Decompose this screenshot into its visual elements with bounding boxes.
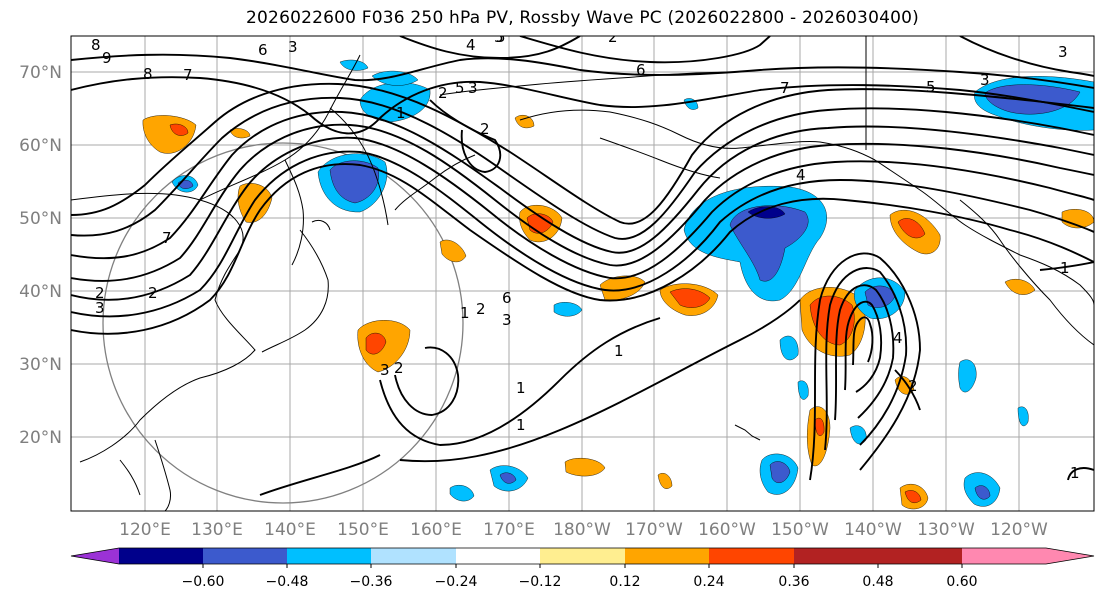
contour-label: 5 (494, 28, 504, 46)
contour-label: 3 (980, 71, 990, 89)
contour-label: 4 (893, 329, 903, 347)
contour-label: 1 (516, 379, 526, 397)
contour-label: 1 (460, 304, 470, 322)
pv-anomaly-shading (142, 59, 1094, 510)
contour-label: 1 (614, 342, 624, 360)
contour-label: 2 (480, 120, 490, 138)
colorbar-tick-label: 0.24 (693, 574, 724, 590)
contour-label: 2 (148, 284, 158, 302)
colorbar-extend-high (962, 548, 1094, 564)
lon-label: 160°W (698, 520, 756, 540)
contour-label: 2 (95, 284, 105, 302)
contour-label: 7 (162, 229, 172, 247)
colorbar-tick-label: −0.12 (519, 574, 562, 590)
contour-label: 2 (476, 300, 486, 318)
contour-label: 3 (1058, 43, 1068, 61)
latitude-labels: 70°N 60°N 50°N 40°N 30°N 20°N (19, 63, 62, 448)
lon-label: 180°W (553, 520, 611, 540)
lon-label: 150°W (771, 520, 829, 540)
lat-label: 40°N (19, 282, 62, 302)
contour-label: 2 (908, 377, 918, 395)
lat-label: 60°N (19, 136, 62, 156)
contour-label: 6 (502, 289, 512, 307)
contour-label: 3 (380, 361, 390, 379)
plot-title: 2026022600 F036 250 hPa PV, Rossby Wave … (246, 8, 919, 28)
colorbar-tick-label: −0.48 (266, 574, 309, 590)
lon-label: 120°E (119, 520, 171, 540)
colorbar-segment (625, 548, 709, 564)
contour-labels: 8 8 9 7 6 3 4 5 2 6 7 3 5 3 2 3 2 1 7 2 … (91, 28, 1080, 482)
colorbar-outline (70, 547, 1095, 565)
colorbar-tick-label: 0.48 (862, 574, 893, 590)
lon-label: 140°W (844, 520, 902, 540)
colorbar-tick-label: 0.36 (778, 574, 809, 590)
contour-label: 2 (608, 28, 618, 46)
contour-label: 1 (396, 104, 406, 122)
contour-label: 2 (394, 359, 404, 377)
colorbar-segment (709, 548, 794, 564)
contour-label: 7 (183, 66, 193, 84)
lat-label: 20°N (19, 428, 62, 448)
pv-contours (71, 36, 1094, 496)
colorbar-segment (371, 548, 456, 564)
colorbar-segment (540, 548, 625, 564)
contour-label: 7 (780, 79, 790, 97)
lon-label: 130°E (191, 520, 243, 540)
lon-label: 170°W (625, 520, 683, 540)
contour-label: 4 (466, 36, 476, 54)
colorbar-ticks (202, 564, 963, 568)
lat-label: 50°N (19, 209, 62, 229)
contour-label: 3 (95, 299, 105, 317)
lon-label: 160°E (410, 520, 462, 540)
contour-label: 3 (502, 311, 512, 329)
plot-frame (70, 35, 1095, 512)
colorbar-segment (119, 548, 203, 564)
contour-label: 3 (288, 38, 298, 56)
map-plot-area: 8 8 9 7 6 3 4 5 2 6 7 3 5 3 2 3 2 1 7 2 … (71, 28, 1094, 511)
lon-label: 150°E (337, 520, 389, 540)
contour-label: 9 (102, 49, 112, 67)
lat-label: 70°N (19, 63, 62, 83)
reference-circle (102, 142, 464, 504)
lon-label: 170°E (483, 520, 535, 540)
colorbar-tick-label: −0.36 (350, 574, 393, 590)
contour-label: 5 (455, 79, 465, 97)
lat-label: 30°N (19, 355, 62, 375)
contour-label: 8 (143, 65, 153, 83)
colorbar-segment (287, 548, 371, 564)
contour-label: 5 (496, 28, 506, 46)
contour-label: 2 (438, 84, 448, 102)
lon-label: 140°E (264, 520, 316, 540)
colorbar-tick-label: −0.24 (435, 574, 478, 590)
longitude-labels: 120°E 130°E 140°E 150°E 160°E 170°E 180°… (119, 520, 1048, 540)
contour-label: 6 (636, 61, 646, 79)
lon-label: 130°W (917, 520, 975, 540)
colorbar-tick-label: 0.12 (609, 574, 640, 590)
contour-label: 6 (258, 41, 268, 59)
contour-label: 1 (1070, 464, 1080, 482)
colorbar-segment (794, 548, 878, 564)
colorbar-segment (878, 548, 962, 564)
colorbar-tick-label: −0.60 (182, 574, 225, 590)
contour-label: 3 (468, 79, 478, 97)
contour-label: 1 (1060, 259, 1070, 277)
contour-label: 4 (796, 166, 806, 184)
lon-label: 120°W (990, 520, 1048, 540)
colorbar: −0.60 −0.48 −0.36 −0.24 −0.12 0.12 0.24 … (70, 547, 1095, 590)
contour-label: 1 (516, 416, 526, 434)
contour-label: 5 (926, 78, 936, 96)
colorbar-segment (456, 548, 540, 564)
colorbar-segment (203, 548, 287, 564)
contour-label: 8 (91, 36, 101, 54)
colorbar-extend-low (71, 548, 119, 564)
colorbar-tick-label: 0.60 (946, 574, 977, 590)
